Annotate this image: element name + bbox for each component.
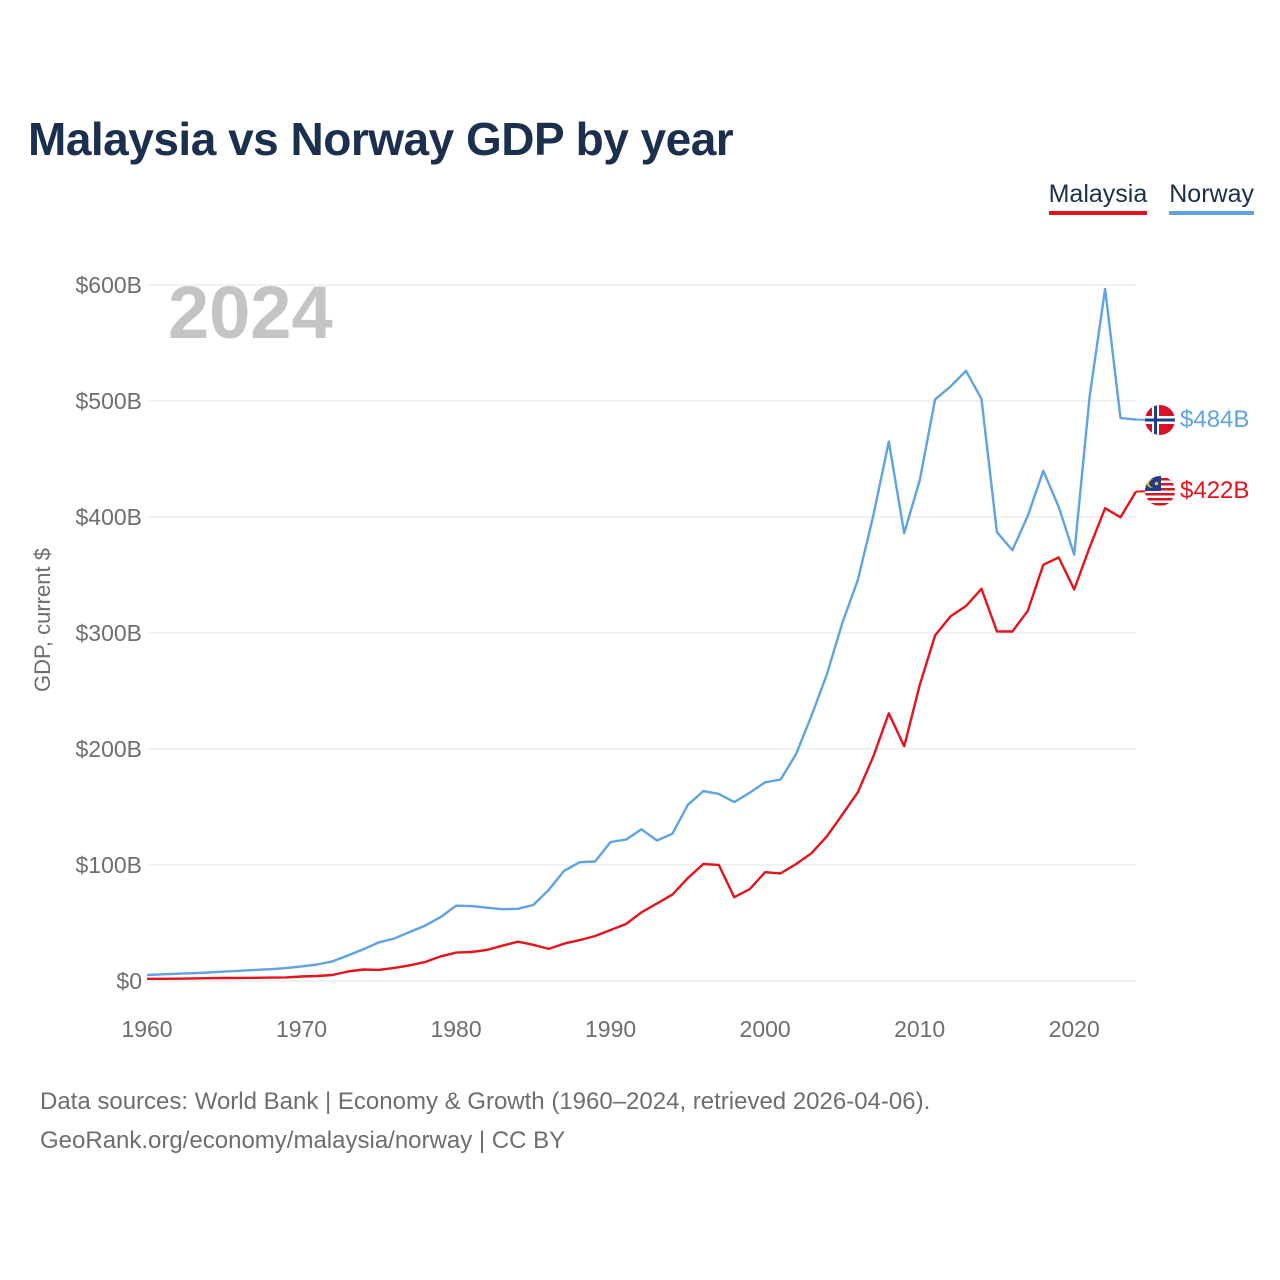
norway-flag-icon [1145,405,1175,435]
end-value-label-norway: $484B [1180,406,1249,433]
x-axis: 1960 1970 1980 1990 2000 2010 2020 [121,1016,1099,1042]
x-tick-label: 1990 [585,1016,636,1042]
gdp-line-chart: $0 $100B $200B $300B $400B $500B $600B 1960 197… [30,271,1249,1042]
x-tick-label: 2020 [1049,1016,1100,1042]
y-tick-label: $500B [75,388,142,414]
legend-item-norway[interactable]: Norway [1169,180,1254,215]
chart-title: Malaysia vs Norway GDP by year [28,113,734,165]
x-tick-label: 1980 [430,1016,481,1042]
x-tick-label: 1960 [121,1016,172,1042]
y-axis: $0 $100B $200B $300B $400B $500B $600B [75,272,142,994]
end-value-label-malaysia: $422B [1180,477,1249,504]
x-tick-label: 2000 [740,1016,791,1042]
legend: Malaysia Norway [1048,180,1254,215]
y-tick-label: $400B [75,504,142,530]
y-tick-label: $600B [75,272,142,298]
attribution-link[interactable]: GeoRank.org/economy/malaysia/norway | CC… [40,1127,566,1154]
y-tick-label: $0 [116,968,142,994]
legend-item-malaysia[interactable]: Malaysia [1048,180,1148,215]
y-tick-label: $200B [75,736,142,762]
series-layer: $484B $422B [146,287,1249,980]
x-tick-label: 2010 [894,1016,945,1042]
grid-lines [147,284,1136,982]
series-line-malaysia [147,490,1138,980]
year-label: 2024 [168,271,333,354]
y-axis-label: GDP, current $ [30,548,55,692]
y-tick-label: $100B [75,852,142,878]
y-tick-label: $300B [75,620,142,646]
x-tick-label: 1970 [276,1016,327,1042]
data-source-note: Data sources: World Bank | Economy & Gro… [40,1088,931,1115]
malaysia-flag-icon [1145,476,1175,506]
series-line-norway [146,287,1137,977]
footer: Data sources: World Bank | Economy & Gro… [40,1082,930,1160]
